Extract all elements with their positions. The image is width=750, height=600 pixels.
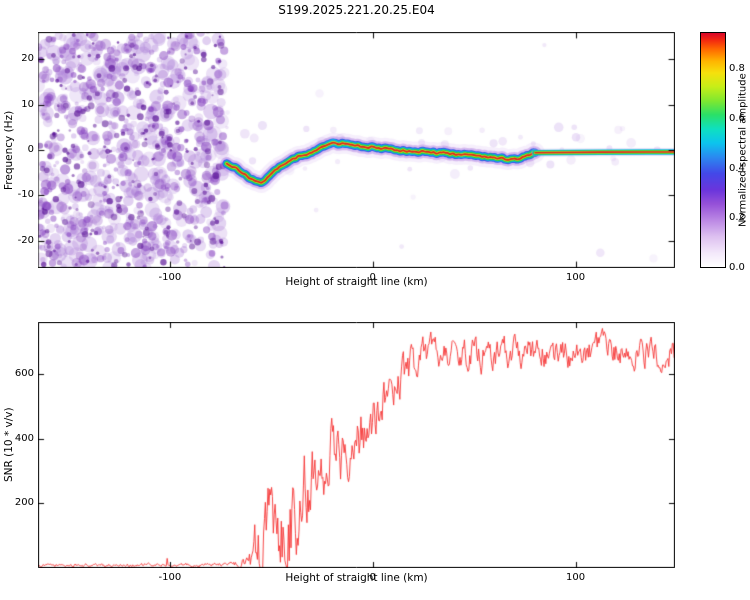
- colorbar: [700, 32, 726, 268]
- figure-title: S199.2025.221.20.25.E04: [278, 3, 435, 17]
- spectrogram-canvas: [38, 32, 675, 268]
- snr-line-canvas: [38, 322, 675, 568]
- spectrogram-y-axis-label: Frequency (Hz): [3, 110, 15, 190]
- snr-y-axis-label: SNR (10 * v/v): [3, 407, 15, 483]
- snr-x-axis-label: Height of straight line (km): [285, 572, 428, 584]
- colorbar-label: Normalized spectral amplitude: [737, 73, 749, 227]
- spectrogram-x-axis-label: Height of straight line (km): [285, 276, 428, 288]
